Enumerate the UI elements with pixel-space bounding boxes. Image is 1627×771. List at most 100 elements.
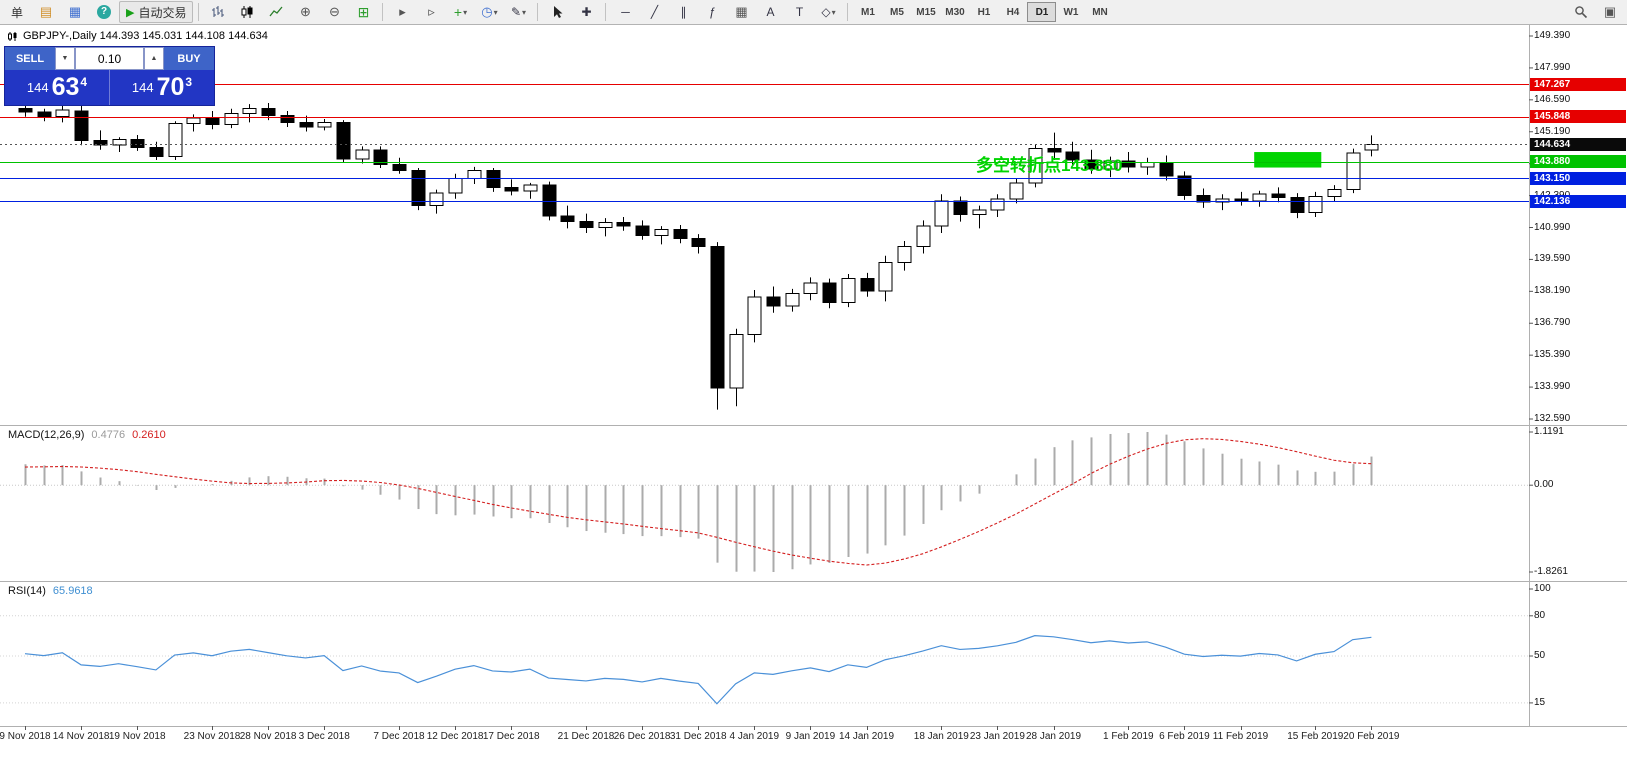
data-window-icon[interactable]: ▣ <box>1603 4 1617 19</box>
bull-candle-body <box>1327 189 1342 197</box>
grid-tool-icon[interactable]: ▦ <box>735 4 748 19</box>
volume-dropdown-button[interactable]: ▼ <box>55 47 75 70</box>
candle <box>1215 194 1230 211</box>
price-tick-label: 135.390 <box>1534 349 1571 361</box>
periods-button[interactable]: ◷ ▾ <box>475 1 503 23</box>
pencil-icon: ✎ <box>510 5 521 19</box>
candle <box>186 114 201 132</box>
text-tool-icon[interactable]: A <box>766 5 775 19</box>
candle <box>897 240 912 271</box>
candle <box>355 146 370 164</box>
bear-candle-body <box>149 146 164 158</box>
turning-point-annotation[interactable]: 多空转折点143.880 <box>976 156 1123 175</box>
line-chart-glyph <box>269 6 283 17</box>
candle <box>822 278 837 309</box>
bear-candle-body <box>579 221 594 228</box>
candle <box>37 108 52 122</box>
time-axis-label: 26 Dec 2018 <box>613 731 671 742</box>
trendline-tool-icon[interactable]: ╱ <box>650 5 659 19</box>
chart-shift-icon[interactable]: ▹ <box>428 4 435 19</box>
zoom-out-icon[interactable]: ⊖ <box>329 4 340 19</box>
candle <box>766 286 781 313</box>
bull-candle-body <box>1028 148 1043 184</box>
price-tick-label: 138.190 <box>1534 285 1571 297</box>
horizontal-line-tool-icon[interactable]: ─ <box>621 5 630 19</box>
candle <box>242 104 257 123</box>
bull-candle-body <box>878 262 893 292</box>
price-tick-label: 136.790 <box>1534 317 1571 329</box>
bull-candle-body <box>224 112 239 126</box>
sell-button[interactable]: SELL <box>5 47 55 70</box>
fibonacci-tool-icon[interactable]: ƒ <box>709 5 716 19</box>
bull-candle-body <box>729 333 744 389</box>
crosshair-tool-icon[interactable]: ✚ <box>581 5 592 19</box>
bear-candle-body <box>205 117 220 126</box>
toolbar-separator <box>198 3 200 21</box>
candle <box>691 234 706 254</box>
add-chart-button[interactable]: + ▾ <box>446 1 474 23</box>
candles-group <box>18 103 1379 410</box>
volume-up-button[interactable]: ▲ <box>144 47 164 70</box>
macd-tick-label: 0.00 <box>1534 479 1554 491</box>
time-axis-label: 14 Nov 2018 <box>52 731 110 742</box>
channel-tool-icon[interactable]: ∥ <box>680 5 687 19</box>
bear-candle-body <box>392 164 407 171</box>
new-chart-window-icon[interactable]: ▦ <box>68 4 82 19</box>
zoom-in-icon[interactable]: ⊕ <box>300 4 311 19</box>
buy-price-sup: 3 <box>185 74 193 89</box>
candle <box>616 217 631 231</box>
candle <box>317 118 332 131</box>
bear-candle-body <box>766 296 781 307</box>
macd-histogram-group <box>24 432 1373 572</box>
candle <box>1177 171 1192 200</box>
candle <box>486 167 501 192</box>
candle <box>224 108 239 129</box>
candle <box>93 130 108 150</box>
shapes-tool-button[interactable]: ◇ ▾ <box>814 1 842 23</box>
cursor-tool-icon[interactable] <box>543 1 571 23</box>
new-order-button[interactable]: 单 <box>10 5 23 20</box>
volume-input[interactable] <box>75 47 144 70</box>
highlight-rectangle[interactable] <box>1254 152 1322 168</box>
buy-price-panel[interactable]: 144 70 3 <box>110 70 214 105</box>
autotrading-button[interactable]: ▶ 自动交易 <box>119 1 194 23</box>
tab-timeframe-m1[interactable]: M1 <box>861 6 875 18</box>
tab-timeframe-h1[interactable]: H1 <box>977 6 991 18</box>
bar-chart-icon[interactable] <box>204 1 232 23</box>
bear-candle-body <box>710 246 725 389</box>
rsi-tick-label: 50 <box>1534 650 1546 661</box>
tab-timeframe-m15[interactable]: M15 <box>916 6 936 18</box>
candlestick-chart-icon[interactable] <box>233 1 261 23</box>
help-icon[interactable]: ? <box>90 1 118 23</box>
sell-price-panel[interactable]: 144 63 4 <box>5 70 110 105</box>
label-tool-icon[interactable]: T <box>795 5 804 19</box>
candle <box>112 137 127 153</box>
tab-timeframe-m5[interactable]: M5 <box>890 6 904 18</box>
tile-windows-icon[interactable]: ⊞ <box>357 3 370 20</box>
accounts-icon[interactable]: ▤ <box>39 4 53 19</box>
search-icon[interactable] <box>1567 1 1595 23</box>
candle <box>523 182 538 199</box>
bull-candle-body <box>317 121 332 128</box>
candle <box>1065 141 1080 165</box>
bull-candle-body <box>168 123 183 158</box>
bear-candle-body <box>1271 193 1286 199</box>
candle <box>336 120 351 163</box>
buy-button[interactable]: BUY <box>164 47 214 70</box>
bear-candle-body <box>373 149 388 166</box>
price-tick-label: 147.990 <box>1534 61 1571 73</box>
auto-scroll-icon[interactable]: ▸ <box>399 4 406 19</box>
tab-timeframe-h4[interactable]: H4 <box>1006 6 1020 18</box>
bull-candle-body <box>897 246 912 264</box>
tab-timeframe-d1[interactable]: D1 <box>1027 2 1057 22</box>
macd-indicator-label: MACD(12,26,9) 0.4776 0.2610 <box>8 429 166 441</box>
time-axis-label: 12 Dec 2018 <box>426 731 484 742</box>
line-chart-icon[interactable] <box>262 1 290 23</box>
tab-timeframe-w1[interactable]: W1 <box>1063 6 1079 18</box>
objects-button[interactable]: ✎ ▾ <box>504 1 532 23</box>
price-tick-label: 145.190 <box>1534 125 1571 137</box>
tab-timeframe-mn[interactable]: MN <box>1092 6 1108 18</box>
bull-candle-body <box>429 192 444 207</box>
main-toolbar: 单 ▤ ▦ ? ▶ 自动交易 ⊕ ⊖ ⊞ ▸ ▹ + ▾ ◷ ▾ <box>0 0 1627 25</box>
tab-timeframe-m30[interactable]: M30 <box>945 6 965 18</box>
